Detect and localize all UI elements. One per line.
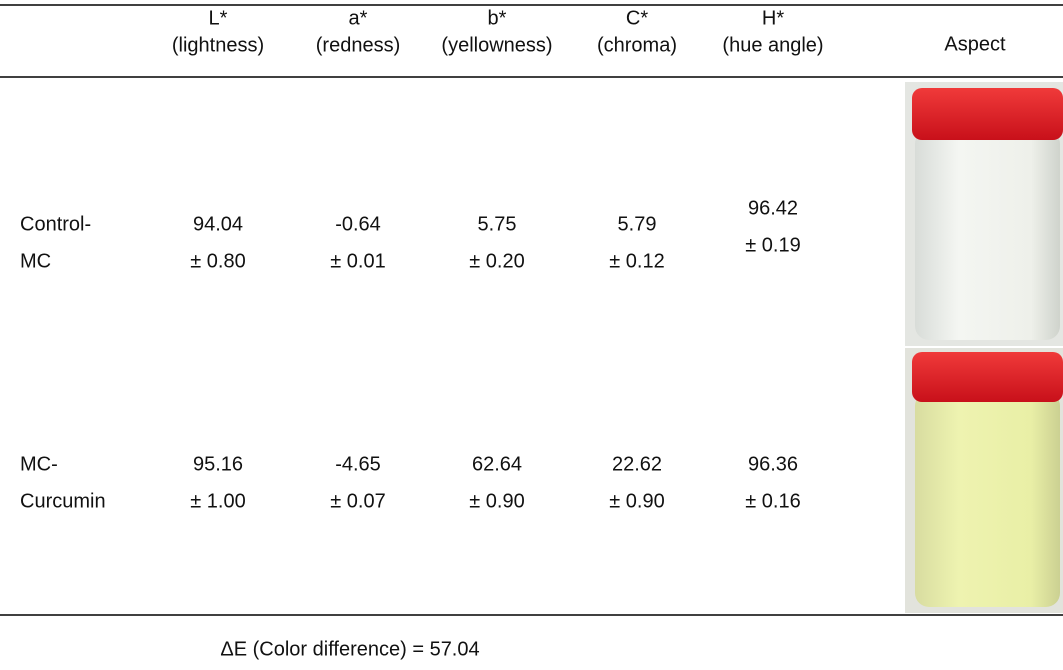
photo-control [905, 82, 1063, 346]
aspect-header: Aspect [944, 33, 1006, 55]
cell-value: 5.79 [618, 213, 657, 235]
row-label: Control- [20, 213, 91, 235]
cell-value: 22.62 [612, 453, 662, 475]
column-description: (hue angle) [722, 34, 823, 56]
cell-value: 94.04 [193, 213, 243, 235]
row-label: MC- [20, 453, 58, 475]
column-symbol: L* [209, 7, 228, 29]
row-label: Curcumin [20, 490, 106, 512]
cell-deviation: ± 0.90 [469, 490, 524, 512]
cell-value: 5.75 [478, 213, 517, 235]
column-description: (yellowness) [441, 34, 552, 56]
cell-value: -0.64 [335, 213, 381, 235]
cell-deviation: ± 0.16 [745, 490, 800, 512]
cell-deviation: ± 0.20 [469, 250, 524, 272]
cell-value: 95.16 [193, 453, 243, 475]
column-symbol: b* [488, 7, 507, 29]
column-symbol: a* [349, 7, 368, 29]
footer-note: ΔE (Color difference) = 57.04 [220, 638, 479, 660]
cell-value: -4.65 [335, 453, 381, 475]
cell-deviation: ± 0.12 [609, 250, 664, 272]
column-description: (redness) [316, 34, 400, 56]
cell-deviation: ± 1.00 [190, 490, 245, 512]
cell-deviation: ± 0.90 [609, 490, 664, 512]
cell-deviation: ± 0.01 [330, 250, 385, 272]
column-symbol: C* [626, 7, 648, 29]
cell-value: 62.64 [472, 453, 522, 475]
cell-deviation: ± 0.07 [330, 490, 385, 512]
cell-deviation: ± 0.19 [745, 234, 800, 256]
column-description: (chroma) [597, 34, 677, 56]
row-label: MC [20, 250, 51, 272]
column-symbol: H* [762, 7, 784, 29]
photo-curcumin [905, 348, 1063, 613]
cell-deviation: ± 0.80 [190, 250, 245, 272]
column-description: (lightness) [172, 34, 264, 56]
cell-value: 96.36 [748, 453, 798, 475]
cell-value: 96.42 [748, 197, 798, 219]
